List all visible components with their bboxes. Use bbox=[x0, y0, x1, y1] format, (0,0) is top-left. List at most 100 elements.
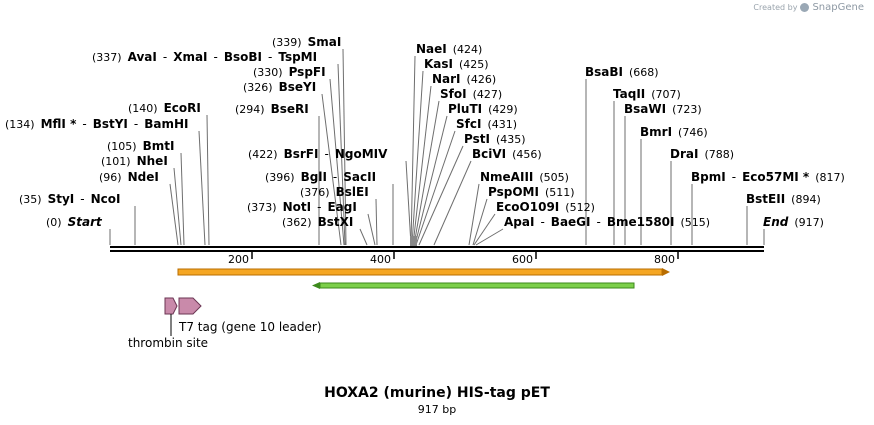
cut-position: (339) bbox=[272, 36, 302, 49]
cut-position: (456) bbox=[512, 148, 542, 161]
row-nhei-label[interactable]: (101) NheI bbox=[101, 154, 168, 168]
row-nmeaiii-leader bbox=[468, 183, 480, 246]
row-ndei-label[interactable]: (96) NdeI bbox=[99, 170, 159, 184]
cut-position: (426) bbox=[467, 73, 497, 86]
cut-position: (515) bbox=[681, 216, 711, 229]
enzyme-name: BmtI bbox=[143, 139, 175, 153]
isoschizomer-separator: - bbox=[80, 192, 84, 206]
row-bgli-label[interactable]: (396) BglI - SacII bbox=[265, 170, 376, 184]
snapgene-credit: Created by SnapGene bbox=[753, 2, 864, 13]
isoschizomer-separator: - bbox=[597, 215, 601, 229]
cut-position: (894) bbox=[791, 193, 821, 206]
row-mfli-label[interactable]: (134) MflI * - BstYI - BamHI bbox=[5, 117, 189, 131]
cut-position: (101) bbox=[101, 155, 131, 168]
row-noti-label[interactable]: (373) NotI - EagI bbox=[247, 200, 357, 214]
row-bpmi-label[interactable]: BpmI - Eco57MI * (817) bbox=[691, 170, 845, 184]
row-bseyi-label[interactable]: (326) BseYI bbox=[243, 80, 316, 94]
row-bseri-label[interactable]: (294) BseRI bbox=[235, 102, 309, 116]
enzyme-name: BamHI bbox=[144, 117, 188, 131]
isoschizomer-separator: - bbox=[732, 170, 736, 184]
green-orf-arrowhead bbox=[312, 282, 320, 289]
snapgene-logo-icon bbox=[800, 3, 810, 12]
row-taqii-label[interactable]: TaqII (707) bbox=[613, 87, 681, 101]
t7-tag-arrow bbox=[178, 297, 202, 315]
cut-site-lines bbox=[109, 48, 765, 246]
enzyme-name: DraI bbox=[670, 147, 698, 161]
row-bcivi-label[interactable]: BciVI (456) bbox=[472, 147, 542, 161]
orange-orf-arrow[interactable] bbox=[177, 268, 670, 276]
t7-tag-feature[interactable]: T7 tag (gene 10 leader) bbox=[178, 297, 322, 334]
row-nmeaiii-label[interactable]: NmeAIII (505) bbox=[480, 170, 569, 184]
row-start-label[interactable]: (0) Start bbox=[46, 215, 103, 229]
row-bsawi-label[interactable]: BsaWI (723) bbox=[624, 102, 702, 116]
row-ecoo109i-label[interactable]: EcoO109I (512) bbox=[496, 200, 595, 214]
row-bsrfi-label[interactable]: (422) BsrFI - NgoMIV bbox=[248, 147, 388, 161]
row-ndei-leader bbox=[169, 183, 179, 246]
cut-position: (376) bbox=[300, 186, 330, 199]
enzyme-name: XmaI bbox=[173, 50, 207, 64]
enzyme-labels: (0) Start(35) StyI - NcoI(96) NdeI(101) NheI(1… bbox=[5, 35, 845, 229]
row-bsteii-label[interactable]: BstEII (894) bbox=[746, 192, 821, 206]
cut-position: (35) bbox=[19, 193, 42, 206]
row-psti-label[interactable]: PstI (435) bbox=[464, 132, 526, 146]
enzyme-name: AvaI bbox=[128, 50, 157, 64]
credit-prefix: Created by bbox=[753, 3, 798, 12]
isoschizomer-separator: - bbox=[324, 147, 328, 161]
row-bsabi-label[interactable]: BsaBI (668) bbox=[585, 65, 659, 79]
cut-position: (511) bbox=[545, 186, 575, 199]
row-ecoo109i-leader bbox=[473, 213, 496, 246]
row-nari-label[interactable]: NarI (426) bbox=[432, 72, 496, 86]
cut-position: (429) bbox=[488, 103, 518, 116]
enzyme-name: Eco57MI * bbox=[742, 170, 810, 184]
row-ecori-leader bbox=[206, 114, 210, 246]
row-ecori-label[interactable]: (140) EcoRI bbox=[128, 101, 201, 115]
enzyme-name: PspFI bbox=[289, 65, 326, 79]
plasmid-map: (0) Start(35) StyI - NcoI(96) NdeI(101) NheI(1… bbox=[5, 35, 845, 350]
row-smai-leader bbox=[342, 48, 347, 246]
row-pspomi-label[interactable]: PspOMI (511) bbox=[488, 185, 575, 199]
row-ava-label[interactable]: (337) AvaI - XmaI - BsoBI - TspMI bbox=[92, 50, 317, 64]
green-orf-arrow[interactable] bbox=[312, 282, 635, 289]
row-styi-label[interactable]: (35) StyI - NcoI bbox=[19, 192, 120, 206]
cut-position: (105) bbox=[107, 140, 137, 153]
enzyme-name: NcoI bbox=[91, 192, 121, 206]
row-naei-label[interactable]: NaeI (424) bbox=[416, 42, 482, 56]
isoschizomer-separator: - bbox=[333, 170, 337, 184]
row-bslei-leader bbox=[375, 198, 378, 246]
cut-position: (330) bbox=[253, 66, 283, 79]
row-smai-label[interactable]: (339) SmaI bbox=[272, 35, 341, 49]
row-bmri-label[interactable]: BmrI (746) bbox=[640, 125, 708, 139]
row-drai-label[interactable]: DraI (788) bbox=[670, 147, 734, 161]
thrombin-site-arrow bbox=[164, 297, 178, 315]
ruler-label-800: 800 bbox=[654, 253, 675, 266]
row-pspfi-label[interactable]: (330) PspFI bbox=[253, 65, 326, 79]
cut-position: (134) bbox=[5, 118, 35, 131]
enzyme-name: SacII bbox=[343, 170, 376, 184]
row-kasi-label[interactable]: KasI (425) bbox=[424, 57, 489, 71]
row-apai-leader bbox=[475, 228, 504, 246]
enzyme-name: EagI bbox=[327, 200, 356, 214]
enzyme-name: BstXI bbox=[318, 215, 354, 229]
row-sfoi-label[interactable]: SfoI (427) bbox=[440, 87, 502, 101]
enzyme-name: NmeAIII bbox=[480, 170, 533, 184]
cut-position: (362) bbox=[282, 216, 312, 229]
row-bslei-label[interactable]: (376) BslEI bbox=[300, 185, 369, 199]
row-apai-label[interactable]: ApaI - BaeGI - Bme1580I (515) bbox=[504, 215, 710, 229]
row-bmti-label[interactable]: (105) BmtI bbox=[107, 139, 174, 153]
row-sfci-label[interactable]: SfcI (431) bbox=[456, 117, 517, 131]
row-sfci-leader bbox=[415, 130, 456, 246]
row-bstxi-label[interactable]: (362) BstXI bbox=[282, 215, 353, 229]
enzyme-name: BsaWI bbox=[624, 102, 666, 116]
row-end-label[interactable]: End (917) bbox=[763, 215, 824, 229]
enzyme-name: BstEII bbox=[746, 192, 785, 206]
enzyme-name: SmaI bbox=[308, 35, 342, 49]
row-bsrfi-leader bbox=[405, 160, 412, 246]
ruler-label-200: 200 bbox=[228, 253, 249, 266]
thrombin-site-feature[interactable]: thrombin site bbox=[128, 297, 208, 350]
cut-position: (96) bbox=[99, 171, 122, 184]
enzyme-name: NheI bbox=[137, 154, 168, 168]
row-ava-leader bbox=[337, 63, 346, 246]
cut-position: (431) bbox=[487, 118, 517, 131]
enzyme-name: ApaI bbox=[504, 215, 534, 229]
row-pluti-label[interactable]: PluTI (429) bbox=[448, 102, 518, 116]
